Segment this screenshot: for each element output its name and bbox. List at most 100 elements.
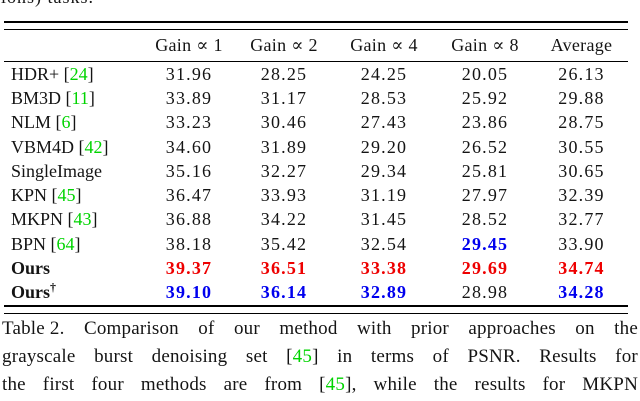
word-space: [74, 371, 91, 399]
value-cell: 33.38: [334, 258, 434, 279]
table-row: VBM4D [42] 34.60 31.89 29.20 26.52 30.55: [4, 135, 628, 159]
caption-word: in: [337, 345, 353, 367]
value-text: 28.98: [461, 282, 509, 303]
value-cell: 26.13: [536, 64, 627, 85]
caption-word: Table 2.: [2, 318, 65, 339]
value-text: 29.69: [461, 258, 509, 279]
value-text: 25.92: [461, 87, 509, 108]
value-cell: 33.93: [234, 185, 334, 206]
caption-word: from: [264, 373, 303, 395]
header-cell: Gain ∝ 8: [451, 35, 519, 55]
table-bottom-rule: [4, 304, 628, 314]
table-row: KPN [45] 36.47 33.93 31.19 27.97 32.39: [4, 183, 628, 207]
method-cell: KPN [45]: [4, 185, 144, 206]
citation-bracket: ]: [74, 233, 81, 254]
value-cell: 25.81: [434, 161, 536, 182]
word-space: [133, 343, 152, 371]
table-row: BPN [64] 38.18 35.42 32.54 29.45 33.90: [4, 232, 628, 256]
caption-word: denoising: [151, 345, 228, 367]
caption-word: our: [233, 318, 260, 339]
word-space: [357, 371, 374, 399]
method-name: VBM4D: [11, 136, 75, 157]
value-cell: 29.34: [334, 161, 434, 182]
caption-word: of: [432, 345, 449, 367]
value-cell: 34.74: [536, 258, 627, 279]
value-text: 28.75: [558, 112, 605, 133]
method-cell: BM3D [11]: [4, 88, 144, 109]
value-text: 29.88: [558, 87, 605, 108]
caption-word: Comparison: [83, 318, 179, 339]
word-space: [595, 315, 614, 343]
table-header-rule: [4, 61, 628, 62]
value-text: 32.39: [558, 185, 605, 206]
caption-word: method: [279, 318, 338, 339]
value-cell: 30.65: [536, 161, 627, 182]
caption-word: first: [42, 373, 75, 395]
table-row: Ours 39.37 36.51 33.38 29.69 34.74: [4, 256, 628, 280]
value-text: 28.53: [360, 87, 408, 108]
caption-word: four: [91, 373, 124, 395]
caption-word: [45],: [319, 373, 357, 395]
value-text: 32.77: [558, 209, 605, 230]
method-cell: SingleImage: [4, 161, 144, 182]
caption-word: the: [2, 373, 26, 395]
citation-bracket: [: [46, 233, 57, 254]
table-row: MKPN [43] 36.88 34.22 31.45 28.52 32.77: [4, 208, 628, 232]
caption-word: [45]: [286, 345, 319, 367]
cropped-sentence-text: ions) tasks.: [1, 0, 231, 8]
value-cell: 25.92: [434, 88, 536, 109]
value-text: 30.46: [260, 112, 308, 133]
word-space: [521, 343, 540, 371]
word-space: [247, 371, 264, 399]
value-cell: 28.75: [536, 112, 627, 133]
citation-number: 45: [57, 185, 76, 206]
value-text: 36.14: [260, 282, 308, 303]
value-text: 31.89: [260, 136, 308, 157]
citation-number: 42: [84, 136, 103, 157]
method-cell: NLM [6]: [4, 112, 144, 133]
word-space: [124, 371, 141, 399]
value-cell: 36.51: [234, 258, 334, 279]
value-text: 30.55: [558, 136, 605, 157]
word-space: [526, 371, 543, 399]
value-text: 30.65: [558, 160, 605, 181]
caption-word: methods: [140, 373, 207, 395]
value-text: 39.10: [165, 282, 213, 303]
method-cell: MKPN [43]: [4, 209, 144, 230]
caption-word: on: [575, 318, 595, 339]
value-cell: 28.53: [334, 88, 434, 109]
word-space: [449, 343, 468, 371]
caption-word: set: [245, 345, 268, 367]
citation-number: 6: [61, 112, 71, 133]
citation-bracket: [: [51, 112, 62, 133]
table-row: NLM [6] 33.23 30.46 27.43 23.86 28.75: [4, 111, 628, 135]
method-name: Ours: [11, 282, 51, 303]
value-text: 26.13: [558, 63, 605, 84]
caption-word: for: [615, 345, 638, 367]
value-text: 31.17: [260, 87, 308, 108]
value-cell: 38.18: [144, 234, 234, 255]
citation-bracket: [: [59, 63, 70, 84]
word-space: [76, 343, 95, 371]
value-cell: 31.89: [234, 137, 334, 158]
value-text: 24.25: [360, 63, 408, 84]
method-name: KPN: [11, 185, 48, 206]
value-cell: 33.89: [144, 88, 234, 109]
caption-word: PSNR.: [467, 345, 521, 367]
value-text: 27.97: [461, 185, 509, 206]
value-text: 35.16: [165, 160, 213, 181]
value-cell: 39.37: [144, 258, 234, 279]
citation-bracket: ]: [75, 185, 82, 206]
header-cell: Gain ∝ 1: [155, 35, 223, 55]
citation-bracket: [: [63, 209, 74, 230]
value-text: 26.52: [461, 136, 509, 157]
value-text: 34.28: [558, 282, 605, 303]
value-cell: 29.69: [434, 258, 536, 279]
word-space: [268, 343, 287, 371]
value-cell: 35.16: [144, 161, 234, 182]
word-space: [417, 371, 434, 399]
caption-word: are: [223, 373, 248, 395]
citation-bracket: [: [47, 185, 58, 206]
caption-word: MKPN: [582, 373, 638, 395]
